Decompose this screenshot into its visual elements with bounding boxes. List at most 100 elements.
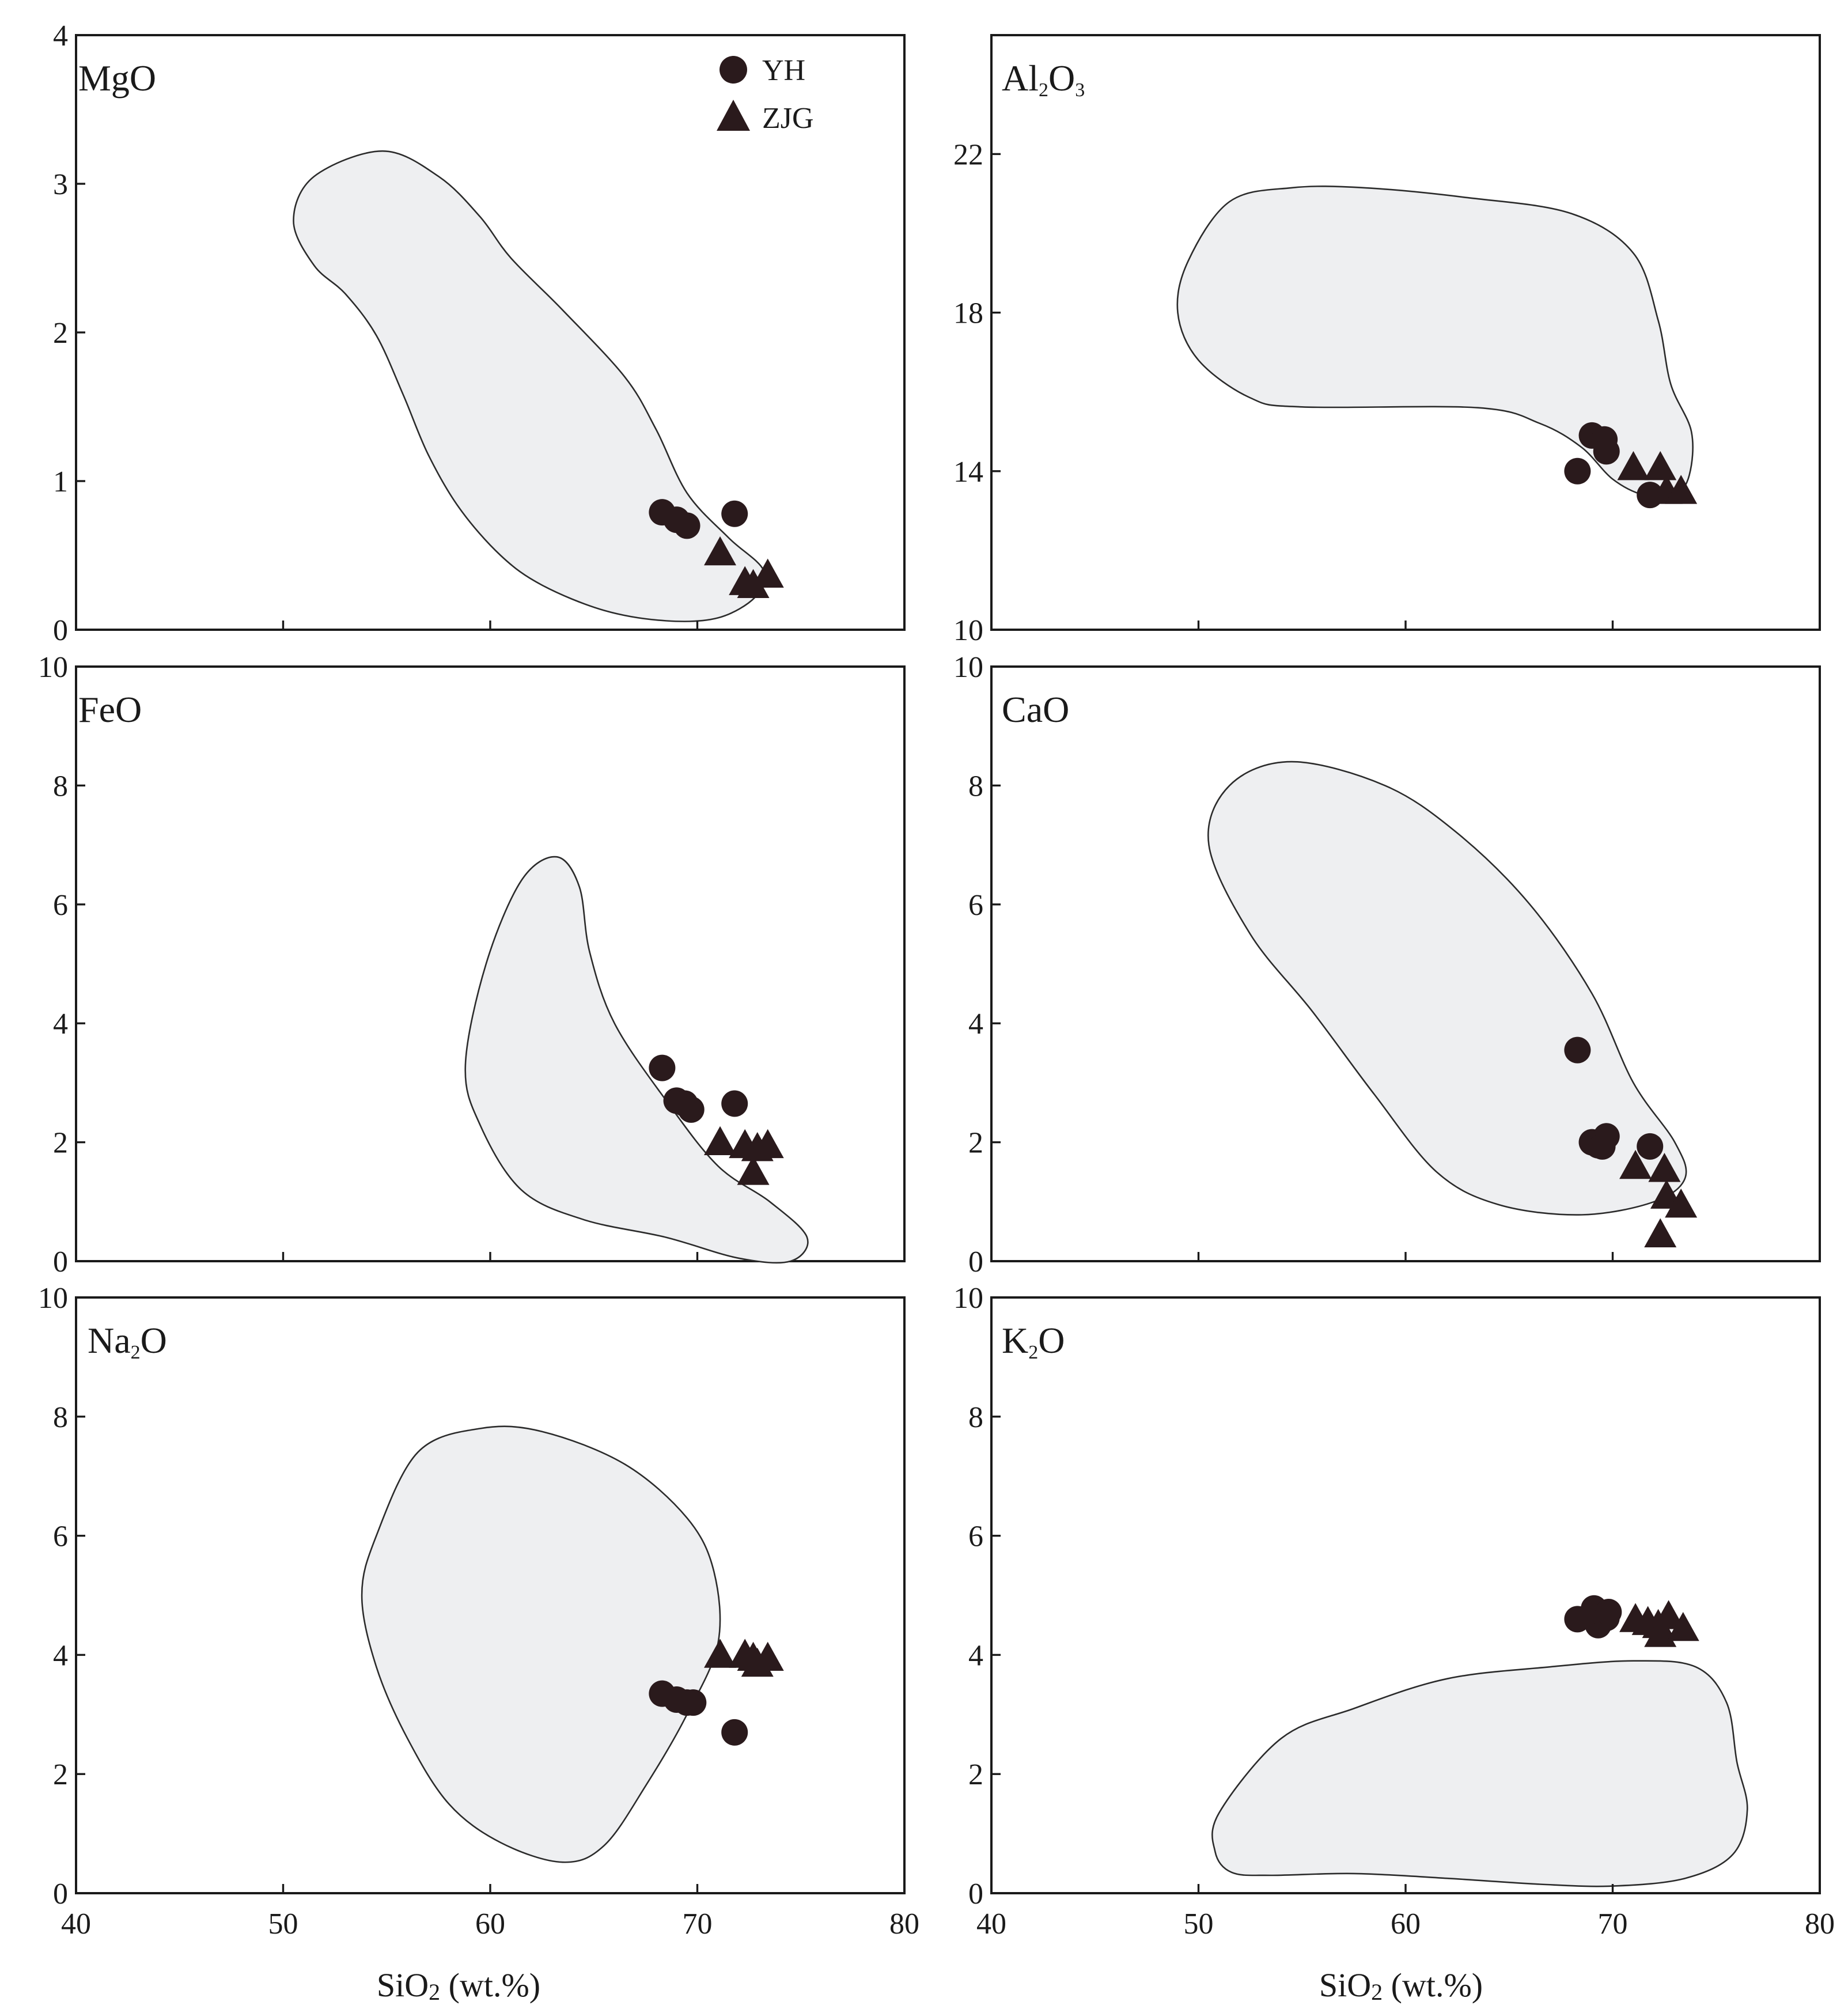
panel-feo: 0 2 4 6 8 10 FeO	[38, 651, 906, 1278]
point-feo-zjg-0	[704, 1126, 737, 1155]
point-al2o3-zjg-3	[1665, 475, 1698, 504]
field-region-feo	[464, 856, 809, 1264]
y-tick-label-cao-8: 8	[968, 770, 983, 803]
legend-marker-zjg	[717, 100, 750, 131]
panel-title-part-k2o-1: 2	[1028, 1342, 1038, 1363]
point-mgo-yh-3	[721, 500, 748, 527]
point-cao-zjg-3	[1665, 1188, 1698, 1218]
point-cao-yh-5	[1637, 1133, 1664, 1160]
x-tick-label-k2o-50: 50	[1184, 1908, 1214, 1940]
field-region-k2o	[1211, 1660, 1748, 1887]
x-tick-label-k2o-70: 70	[1598, 1908, 1628, 1940]
y-tick-label-al2o3-18: 18	[953, 297, 983, 330]
y-tick-label-al2o3-22: 22	[953, 138, 983, 171]
y-tick-label-na2o-0: 0	[53, 1878, 68, 1910]
legend-marker-yh	[719, 56, 747, 84]
y-tick-label-mgo-3: 3	[53, 168, 68, 201]
y-tick-label-cao-10: 10	[953, 651, 983, 684]
field-region-al2o3	[1176, 186, 1694, 498]
point-na2o-zjg-4	[741, 1647, 774, 1677]
y-tick-label-feo-0: 0	[53, 1246, 68, 1278]
panel-title-part-k2o-0: K	[1002, 1320, 1028, 1361]
x-tick-label-na2o-70: 70	[683, 1908, 713, 1940]
point-k2o-yh-5	[1595, 1598, 1622, 1625]
x-axis-label-right: SiO2 (wt.%)	[1319, 1966, 1483, 2005]
point-feo-yh-3	[677, 1096, 705, 1123]
point-k2o-zjg-4	[1652, 1600, 1685, 1629]
y-tick-label-k2o-0: 0	[968, 1878, 983, 1910]
point-cao-yh-0	[1564, 1036, 1591, 1064]
y-tick-label-feo-8: 8	[53, 770, 68, 803]
x-tick-label-k2o-60: 60	[1391, 1908, 1421, 1940]
y-tick-label-k2o-6: 6	[968, 1520, 983, 1553]
point-cao-zjg-0	[1619, 1149, 1652, 1179]
panel-title-part-feo-0: FeO	[78, 689, 142, 730]
y-tick-label-al2o3-10: 10	[953, 614, 983, 647]
panel-title-part-al2o3-1: 2	[1039, 80, 1048, 101]
legend-label-yh: YH	[762, 54, 805, 87]
y-tick-label-cao-0: 0	[968, 1246, 983, 1278]
panel-mgo: 0 1 2 3 4 MgO	[53, 20, 906, 647]
x-tick-label-na2o-60: 60	[475, 1908, 505, 1940]
y-tick-label-k2o-10: 10	[953, 1282, 983, 1315]
panel-cao: 0 2 4 6 8 10 CaO	[953, 651, 1821, 1278]
y-tick-label-na2o-2: 2	[53, 1758, 68, 1791]
y-tick-label-k2o-2: 2	[968, 1758, 983, 1791]
panel-title-mgo: MgO	[78, 58, 156, 99]
point-al2o3-zjg-1	[1644, 451, 1677, 481]
y-tick-label-na2o-10: 10	[38, 1282, 68, 1315]
point-na2o-yh-3	[680, 1689, 707, 1716]
panel-title-part-na2o-1: 2	[131, 1342, 141, 1363]
x-tick-label-na2o-80: 80	[889, 1908, 919, 1940]
point-mgo-zjg-0	[704, 536, 737, 566]
point-mgo-yh-2	[673, 512, 700, 539]
panels-group: 01234MgO10141822Al2O30246810FeO0246810Ca…	[38, 20, 1835, 1940]
x-tick-label-na2o-40: 40	[61, 1908, 91, 1940]
point-cao-zjg-4	[1644, 1218, 1677, 1247]
point-k2o-zjg-5	[1667, 1611, 1699, 1641]
x-tick-label-k2o-40: 40	[976, 1908, 1006, 1940]
panel-title-cao: CaO	[1002, 689, 1069, 730]
x-axis-label-left: SiO2 (wt.%)	[377, 1966, 540, 2005]
y-tick-label-mgo-4: 4	[53, 20, 68, 52]
field-region-mgo	[293, 150, 766, 622]
point-feo-yh-4	[721, 1090, 748, 1117]
panel-title-part-al2o3-0: Al	[1002, 58, 1039, 99]
panel-title-part-al2o3-3: 3	[1075, 80, 1085, 101]
field-region-na2o	[361, 1425, 721, 1863]
panel-title-part-na2o-0: Na	[88, 1320, 131, 1361]
panel-title-k2o: K2O	[1002, 1320, 1065, 1363]
panel-al2o3: 10 14 18 22 Al2O3	[953, 34, 1821, 647]
x-tick-label-na2o-50: 50	[268, 1908, 298, 1940]
y-tick-label-mgo-2: 2	[53, 317, 68, 350]
y-tick-label-mgo-1: 1	[53, 466, 68, 498]
y-tick-label-feo-10: 10	[38, 651, 68, 684]
panel-title-part-cao-0: CaO	[1002, 689, 1069, 730]
y-tick-label-cao-6: 6	[968, 889, 983, 922]
point-mgo-zjg-3	[751, 558, 784, 588]
y-tick-label-al2o3-14: 14	[953, 456, 983, 489]
legend: YH ZJG	[717, 54, 814, 135]
y-tick-label-feo-6: 6	[53, 889, 68, 922]
y-tick-label-cao-4: 4	[968, 1008, 983, 1041]
point-na2o-zjg-0	[704, 1639, 737, 1668]
point-na2o-yh-4	[721, 1719, 748, 1746]
point-feo-zjg-4	[741, 1132, 774, 1161]
y-tick-label-na2o-6: 6	[53, 1520, 68, 1553]
y-tick-label-k2o-4: 4	[968, 1639, 983, 1672]
panel-title-feo: FeO	[78, 689, 142, 730]
field-region-cao	[1207, 761, 1687, 1216]
panel-title-part-mgo-0: MgO	[78, 58, 156, 99]
panel-title-part-k2o-2: O	[1038, 1320, 1065, 1361]
panel-title-al2o3: Al2O3	[1002, 58, 1085, 101]
y-tick-label-k2o-8: 8	[968, 1401, 983, 1434]
y-tick-label-feo-4: 4	[53, 1008, 68, 1041]
y-tick-label-mgo-0: 0	[53, 614, 68, 647]
y-tick-label-feo-2: 2	[53, 1127, 68, 1160]
point-mgo-zjg-2	[737, 569, 770, 598]
panel-title-part-na2o-2: O	[141, 1320, 167, 1361]
legend-label-zjg: ZJG	[762, 102, 814, 135]
panel-title-part-al2o3-2: O	[1048, 58, 1075, 99]
